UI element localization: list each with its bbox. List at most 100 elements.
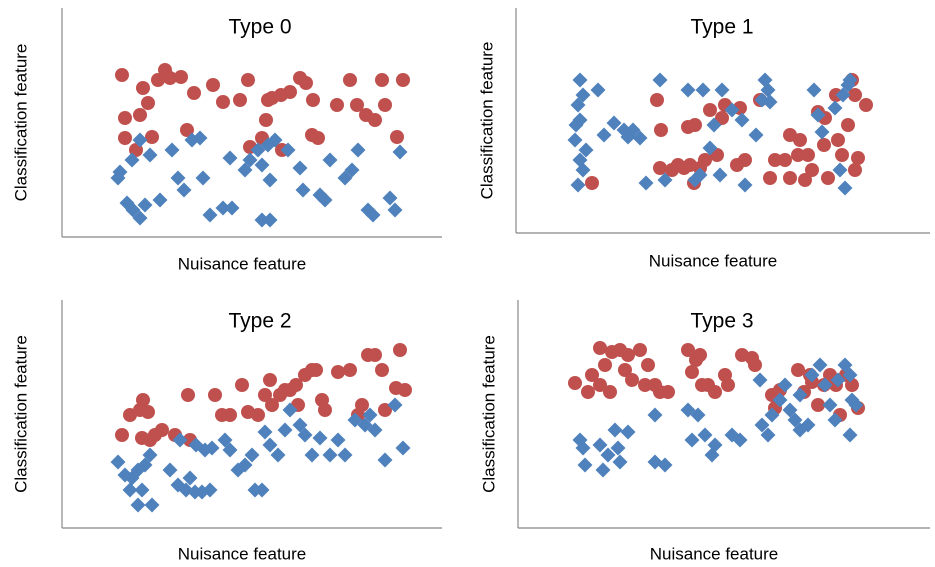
diamond-point [224,200,240,216]
circle-point [216,95,230,109]
circle-point [263,373,277,387]
diamond-point [652,72,668,88]
diamond-point [337,447,353,463]
diamond-point [647,407,663,423]
circle-point [398,383,412,397]
diamond-point [607,422,623,438]
circle-point [368,113,382,127]
diamond-point [142,147,158,163]
x-axis-label: Nuisance feature [178,544,307,563]
x-axis-label: Nuisance feature [649,251,778,270]
diamond-point [132,132,148,148]
circle-point [791,148,805,162]
diamond-point [830,372,846,388]
x-axis-label: Nuisance feature [178,254,307,273]
circle-point [703,103,717,117]
diamond-point [777,377,793,393]
circle-point [633,343,647,357]
circle-point [848,163,862,177]
diamond-point [392,144,408,160]
circle-point [187,86,201,100]
diamond-point [680,82,696,98]
circle-point [155,423,169,437]
circle-point [235,378,249,392]
circle-point [708,385,722,399]
circle-point [115,68,129,82]
circle-point [343,73,357,87]
diamond-point [806,82,822,98]
circle-point [768,153,782,167]
diamond-point [110,454,126,470]
diamond-point [122,482,138,498]
circle-point [763,171,777,185]
circle-point [801,148,815,162]
diamond-point [344,162,360,178]
circle-point [330,98,344,112]
diamond-point [365,207,381,223]
circle-point [811,398,825,412]
diamond-point [706,117,722,133]
diamond-point [202,482,218,498]
circle-point [174,70,188,84]
diamond-point [712,167,728,183]
circle-point [331,365,345,379]
circle-point [845,378,859,392]
diamond-point [297,427,313,443]
diamond-point [724,102,740,118]
circle-point [783,171,797,185]
diamond-point [182,470,198,486]
circle-point [625,373,639,387]
diamond-point [312,430,328,446]
diamond-point [620,424,636,440]
circle-point [141,96,155,110]
circle-point [685,365,699,379]
circle-point [318,403,332,417]
diamond-point [762,94,778,110]
circle-point [180,123,194,137]
diamond-point [395,440,411,456]
diamond-point [578,142,594,158]
circle-point [311,131,325,145]
diamond-point [638,175,654,191]
diamond-point [827,412,843,428]
diamond-point [632,130,648,146]
diamond-point [572,72,588,88]
diamond-point [244,447,260,463]
circle-point [841,118,855,132]
circle-point [163,71,177,85]
circle-point [133,108,147,122]
diamond-point [152,192,168,208]
y-axis-label: Classification feature [11,44,30,202]
diamond-point [814,124,830,140]
circle-point [798,173,812,187]
diamond-point [282,402,298,418]
diamond-point [695,82,711,98]
diamond-point [692,167,708,183]
diamond-point [195,170,211,186]
circle-point [698,153,712,167]
circle-point [375,363,389,377]
circle-point [115,428,129,442]
circle-point [223,408,237,422]
circle-point [259,113,273,127]
circle-point [375,73,389,87]
diamond-point [134,482,150,498]
circle-point [241,73,255,87]
circle-point [598,358,612,372]
diamond-point [172,432,188,448]
diamond-point [748,127,764,143]
diamond-point [848,397,864,413]
panel-title: Type 1 [690,16,753,39]
diamond-point [222,442,238,458]
circle-point [641,358,655,372]
diamond-point [222,150,238,166]
diamond-point [280,142,296,158]
circle-point [831,133,845,147]
circle-point [206,78,220,92]
diamond-point [382,190,398,206]
diamond-point [837,180,853,196]
diamond-point [192,130,208,146]
circle-point [738,153,752,167]
circle-point [859,98,873,112]
diamond-point [772,392,788,408]
